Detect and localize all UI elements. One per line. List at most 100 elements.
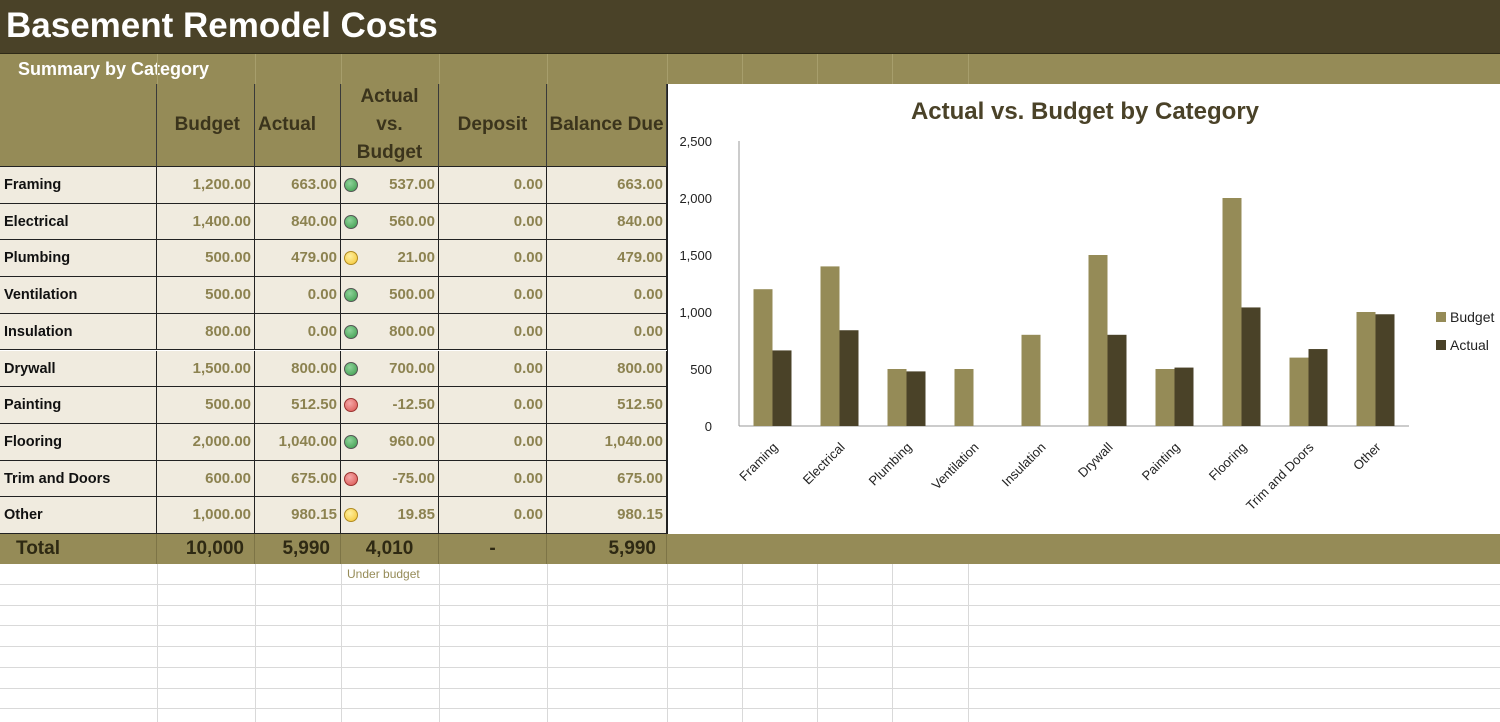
cell-value: Flooring xyxy=(4,433,62,450)
total-deposit[interactable]: - xyxy=(439,534,547,564)
actual-cell-painting[interactable]: 512.50 xyxy=(255,387,341,424)
deposit-cell-plumbing[interactable]: 0.00 xyxy=(439,240,547,278)
header-balance-due[interactable]: Balance Due xyxy=(547,84,667,167)
header-actual[interactable]: Actual xyxy=(255,84,341,167)
actual-cell-trim-and-doors[interactable]: 675.00 xyxy=(255,460,341,498)
cell-value: 560.00 xyxy=(389,212,435,230)
deposit-cell-framing[interactable]: 0.00 xyxy=(439,167,547,204)
balance-cell-plumbing[interactable]: 479.00 xyxy=(547,240,667,278)
category-cell-plumbing[interactable]: Plumbing xyxy=(0,240,157,278)
total-balance[interactable]: 5,990 xyxy=(547,534,667,564)
diff-cell-painting[interactable]: -12.50 xyxy=(341,387,439,424)
balance-cell-other[interactable]: 980.15 xyxy=(547,497,667,534)
sheet-subtitle[interactable]: Summary by Category xyxy=(18,59,210,79)
x-tick-label: Painting xyxy=(1139,440,1183,484)
balance-cell-insulation[interactable]: 0.00 xyxy=(547,313,667,351)
category-cell-electrical[interactable]: Electrical xyxy=(0,203,157,241)
balance-cell-electrical[interactable]: 840.00 xyxy=(547,203,667,241)
balance-cell-flooring[interactable]: 1,040.00 xyxy=(547,423,667,461)
cell-value: 663.00 xyxy=(291,176,337,193)
status-green-icon xyxy=(344,434,358,449)
cell-value: 840.00 xyxy=(617,212,663,230)
total-budget[interactable]: 10,000 xyxy=(157,534,255,564)
category-cell-painting[interactable]: Painting xyxy=(0,387,157,424)
category-cell-trim-and-doors[interactable]: Trim and Doors xyxy=(0,460,157,498)
actual-cell-drywall[interactable]: 800.00 xyxy=(255,350,341,388)
gridline xyxy=(0,646,1500,647)
cell-value: 960.00 xyxy=(389,432,435,450)
cell-value: 512.50 xyxy=(617,396,663,414)
diff-cell-insulation[interactable]: 800.00 xyxy=(341,313,439,351)
cell-value: 1,040.00 xyxy=(604,432,663,450)
category-cell-other[interactable]: Other xyxy=(0,497,157,534)
actual-cell-framing[interactable]: 663.00 xyxy=(255,167,341,204)
deposit-cell-flooring[interactable]: 0.00 xyxy=(439,423,547,461)
balance-cell-trim-and-doors[interactable]: 675.00 xyxy=(547,460,667,498)
cell-value: 1,000.00 xyxy=(192,506,251,524)
header-budget[interactable]: Budget xyxy=(157,84,255,167)
header-deposit[interactable]: Deposit xyxy=(439,84,547,167)
diff-cell-trim-and-doors[interactable]: -75.00 xyxy=(341,460,439,498)
gridline xyxy=(341,564,342,722)
budget-cell-other[interactable]: 1,000.00 xyxy=(157,497,255,534)
status-green-icon xyxy=(344,361,358,376)
actual-cell-electrical[interactable]: 840.00 xyxy=(255,203,341,241)
budget-cell-trim-and-doors[interactable]: 600.00 xyxy=(157,460,255,498)
budget-cell-framing[interactable]: 1,200.00 xyxy=(157,167,255,204)
cell-value: 1,500.00 xyxy=(192,359,251,377)
balance-cell-ventilation[interactable]: 0.00 xyxy=(547,277,667,314)
category-cell-framing[interactable]: Framing xyxy=(0,167,157,204)
actual-cell-other[interactable]: 980.15 xyxy=(255,497,341,534)
actual-cell-ventilation[interactable]: 0.00 xyxy=(255,277,341,314)
total-label[interactable]: Total xyxy=(0,534,157,564)
balance-cell-drywall[interactable]: 800.00 xyxy=(547,350,667,388)
column-divider xyxy=(667,54,668,84)
actual-cell-flooring[interactable]: 1,040.00 xyxy=(255,423,341,461)
category-cell-drywall[interactable]: Drywall xyxy=(0,350,157,388)
status-red-icon xyxy=(344,398,358,413)
legend-swatch-budget xyxy=(1436,312,1446,322)
diff-cell-drywall[interactable]: 700.00 xyxy=(341,350,439,388)
deposit-cell-trim-and-doors[interactable]: 0.00 xyxy=(439,460,547,498)
balance-cell-framing[interactable]: 663.00 xyxy=(547,167,667,204)
budget-cell-insulation[interactable]: 800.00 xyxy=(157,313,255,351)
header-category[interactable] xyxy=(0,84,157,167)
diff-cell-framing[interactable]: 537.00 xyxy=(341,167,439,204)
header-actual-vs-budget[interactable]: Actual vs. Budget xyxy=(341,84,439,167)
sheet-title[interactable]: Basement Remodel Costs xyxy=(6,6,438,45)
budget-bar-flooring xyxy=(1222,198,1242,426)
balance-cell-painting[interactable]: 512.50 xyxy=(547,387,667,424)
actual-cell-insulation[interactable]: 0.00 xyxy=(255,313,341,351)
category-cell-insulation[interactable]: Insulation xyxy=(0,313,157,351)
actual-cell-plumbing[interactable]: 479.00 xyxy=(255,240,341,278)
diff-cell-electrical[interactable]: 560.00 xyxy=(341,203,439,241)
deposit-cell-ventilation[interactable]: 0.00 xyxy=(439,277,547,314)
budget-cell-drywall[interactable]: 1,500.00 xyxy=(157,350,255,388)
cell-value: Framing xyxy=(4,177,62,193)
total-actual[interactable]: 5,990 xyxy=(255,534,341,564)
budget-cell-electrical[interactable]: 1,400.00 xyxy=(157,203,255,241)
budget-cell-painting[interactable]: 500.00 xyxy=(157,387,255,424)
cell-value: 675.00 xyxy=(291,469,337,487)
diff-cell-flooring[interactable]: 960.00 xyxy=(341,423,439,461)
gridline xyxy=(157,564,158,722)
deposit-cell-painting[interactable]: 0.00 xyxy=(439,387,547,424)
deposit-cell-drywall[interactable]: 0.00 xyxy=(439,350,547,388)
budget-cell-plumbing[interactable]: 500.00 xyxy=(157,240,255,278)
budget-cell-ventilation[interactable]: 500.00 xyxy=(157,277,255,314)
gridline xyxy=(0,625,1500,626)
chart-panel[interactable]: Actual vs. Budget by Category 0 500 1,000 1,… xyxy=(667,84,1500,534)
deposit-cell-insulation[interactable]: 0.00 xyxy=(439,313,547,351)
cell-value: 537.00 xyxy=(389,176,435,193)
cell-value: 479.00 xyxy=(617,249,663,267)
under-budget-note: Under budget xyxy=(347,567,420,581)
deposit-cell-electrical[interactable]: 0.00 xyxy=(439,203,547,241)
diff-cell-other[interactable]: 19.85 xyxy=(341,497,439,534)
category-cell-ventilation[interactable]: Ventilation xyxy=(0,277,157,314)
total-diff[interactable]: 4,010 xyxy=(341,534,439,564)
deposit-cell-other[interactable]: 0.00 xyxy=(439,497,547,534)
budget-cell-flooring[interactable]: 2,000.00 xyxy=(157,423,255,461)
diff-cell-ventilation[interactable]: 500.00 xyxy=(341,277,439,314)
diff-cell-plumbing[interactable]: 21.00 xyxy=(341,240,439,278)
category-cell-flooring[interactable]: Flooring xyxy=(0,423,157,461)
